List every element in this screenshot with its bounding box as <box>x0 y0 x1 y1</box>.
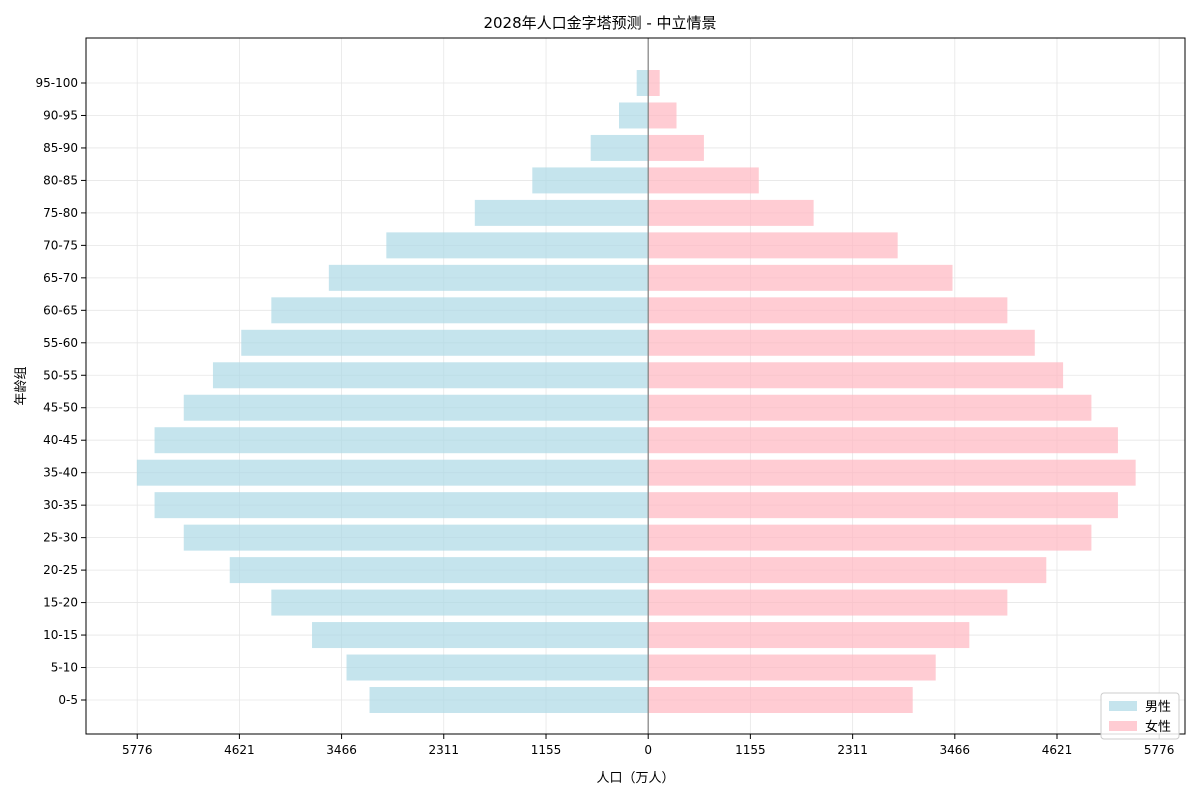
bar-female-20-25 <box>648 557 1047 584</box>
y-axis-label: 年龄组 <box>14 366 29 405</box>
bar-male-15-20 <box>271 589 649 616</box>
bar-male-25-30 <box>183 524 649 551</box>
bar-female-60-65 <box>648 297 1008 324</box>
y-tick-label: 20-25 <box>43 563 78 577</box>
y-tick-label: 70-75 <box>43 238 78 252</box>
bar-male-5-10 <box>346 654 649 681</box>
x-tick-label: 3466 <box>940 743 971 757</box>
bar-female-25-30 <box>648 524 1092 551</box>
x-tick-label: 2311 <box>428 743 459 757</box>
bar-female-65-70 <box>648 264 953 291</box>
bar-male-0-5 <box>369 687 649 713</box>
bar-male-70-75 <box>386 232 649 259</box>
bar-female-5-10 <box>648 654 936 681</box>
y-tick-label: 90-95 <box>43 108 78 122</box>
y-tick-label: 5-10 <box>51 661 78 675</box>
bar-female-40-45 <box>648 427 1118 454</box>
bar-female-80-85 <box>648 167 759 194</box>
y-tick-label: 55-60 <box>43 336 78 350</box>
y-tick-label: 10-15 <box>43 628 78 642</box>
y-tick-label: 60-65 <box>43 303 78 317</box>
bar-female-0-5 <box>648 687 913 713</box>
chart-title: 2028年人口金字塔预测 - 中立情景 <box>483 14 717 32</box>
bar-male-65-70 <box>328 264 649 291</box>
y-tick-label: 85-90 <box>43 141 78 155</box>
plot-frame <box>85 37 1186 735</box>
x-tick-label: 5776 <box>1144 743 1175 757</box>
bar-male-80-85 <box>532 167 649 194</box>
bar-female-35-40 <box>648 459 1136 486</box>
legend-swatch-male <box>1109 701 1137 711</box>
y-tick-label: 65-70 <box>43 271 78 285</box>
y-tick-label: 35-40 <box>43 466 78 480</box>
x-tick-label: 0 <box>644 743 652 757</box>
y-tick-label: 45-50 <box>43 401 78 415</box>
y-tick-label: 75-80 <box>43 206 78 220</box>
bar-female-50-55 <box>648 362 1064 389</box>
bar-male-20-25 <box>229 557 649 584</box>
bar-male-35-40 <box>136 459 649 486</box>
y-tick-label: 50-55 <box>43 368 78 382</box>
bar-male-45-50 <box>183 394 649 421</box>
bar-female-55-60 <box>648 329 1035 356</box>
y-tick-label: 95-100 <box>35 76 78 90</box>
bar-female-10-15 <box>648 622 970 649</box>
bar-male-55-60 <box>241 329 649 356</box>
bar-female-45-50 <box>648 394 1092 421</box>
bar-male-85-90 <box>590 134 649 161</box>
x-tick-label: 3466 <box>326 743 357 757</box>
bar-female-90-95 <box>648 102 677 129</box>
y-tick-label: 25-30 <box>43 531 78 545</box>
x-tick-label: 2311 <box>837 743 868 757</box>
bar-male-30-35 <box>154 492 649 519</box>
y-tick-label: 15-20 <box>43 596 78 610</box>
y-tick-label: 30-35 <box>43 498 78 512</box>
bar-female-30-35 <box>648 492 1118 519</box>
x-axis-label: 人口（万人） <box>596 771 674 786</box>
bar-female-95-100 <box>648 70 660 96</box>
bar-male-40-45 <box>154 427 649 454</box>
x-ticks: 5776 4621 3466 2311 1155 0 1155 2311 3466 4621 577… <box>122 734 1174 757</box>
bar-male-50-55 <box>212 362 649 389</box>
bars <box>136 70 1136 713</box>
y-tick-label: 40-45 <box>43 433 78 447</box>
y-tick-label: 80-85 <box>43 173 78 187</box>
x-tick-label: 4621 <box>1042 743 1073 757</box>
bar-male-10-15 <box>312 622 649 649</box>
x-tick-label: 1155 <box>531 743 562 757</box>
bar-male-95-100 <box>636 70 649 96</box>
legend-label-male: 男性 <box>1145 700 1171 715</box>
bar-female-85-90 <box>648 134 704 161</box>
bar-male-60-65 <box>271 297 649 324</box>
y-tick-label: 0-5 <box>58 693 78 707</box>
x-tick-label: 1155 <box>735 743 766 757</box>
legend-swatch-female <box>1109 721 1137 731</box>
legend-label-female: 女性 <box>1145 719 1171 735</box>
bar-female-75-80 <box>648 199 814 226</box>
bar-male-75-80 <box>474 199 649 226</box>
bar-male-90-95 <box>619 102 649 129</box>
bar-female-70-75 <box>648 232 898 259</box>
y-ticks: 0-5 5-10 10-15 15-20 20-25 25-30 30-35 35-40 40-… <box>35 76 86 707</box>
x-tick-label: 5776 <box>122 743 153 757</box>
bar-female-15-20 <box>648 589 1008 616</box>
x-tick-label: 4621 <box>224 743 255 757</box>
